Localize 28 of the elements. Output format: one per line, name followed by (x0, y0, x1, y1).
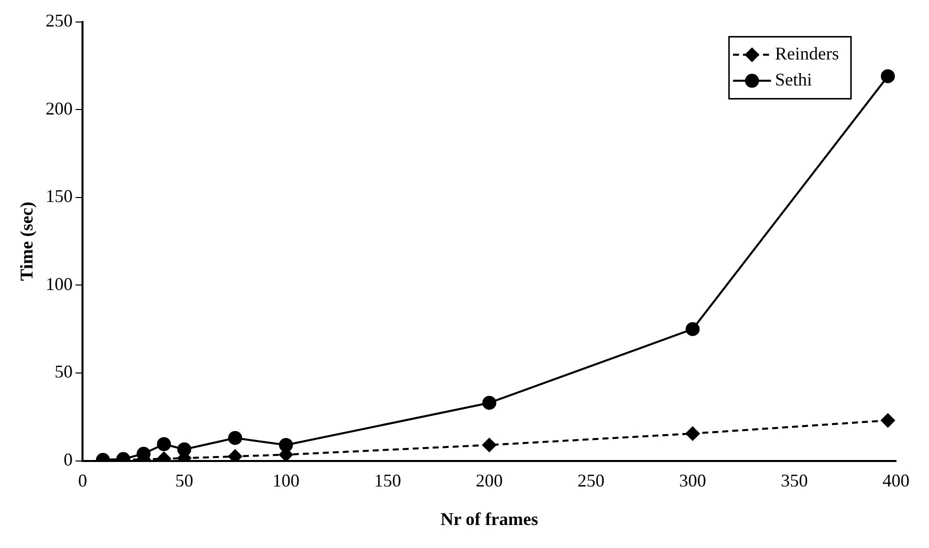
y-tick-label: 150 (46, 186, 73, 206)
point (228, 449, 242, 461)
x-tick-label: 50 (175, 470, 194, 490)
point (228, 430, 242, 445)
x-tick-label: 250 (577, 470, 604, 490)
x-tick-label: 200 (476, 470, 503, 490)
y-axis-title: Time (sec) (16, 202, 36, 281)
x-tick-label: 150 (374, 470, 402, 490)
y-tick-label: 50 (54, 362, 73, 382)
legend-label: Sethi (775, 70, 812, 90)
point (686, 426, 700, 441)
y-tick-label: 200 (46, 98, 73, 118)
legend-label: Reinders (775, 44, 839, 64)
point (482, 396, 496, 410)
x-tick-label: 0 (78, 470, 88, 490)
y-tick-label: 250 (46, 10, 73, 31)
point (482, 438, 496, 452)
y-tick-label: 100 (46, 274, 73, 294)
point (156, 437, 171, 452)
point (880, 69, 895, 84)
point (686, 322, 700, 336)
x-axis-title: Nr of frames (440, 508, 538, 529)
point (880, 413, 895, 428)
x-tick-label: 400 (882, 470, 910, 490)
x-tick-label: 350 (780, 470, 808, 490)
y-tick-label: 0 (64, 450, 73, 470)
x-tick-label: 300 (679, 470, 706, 490)
x-tick-label: 100 (272, 470, 300, 490)
